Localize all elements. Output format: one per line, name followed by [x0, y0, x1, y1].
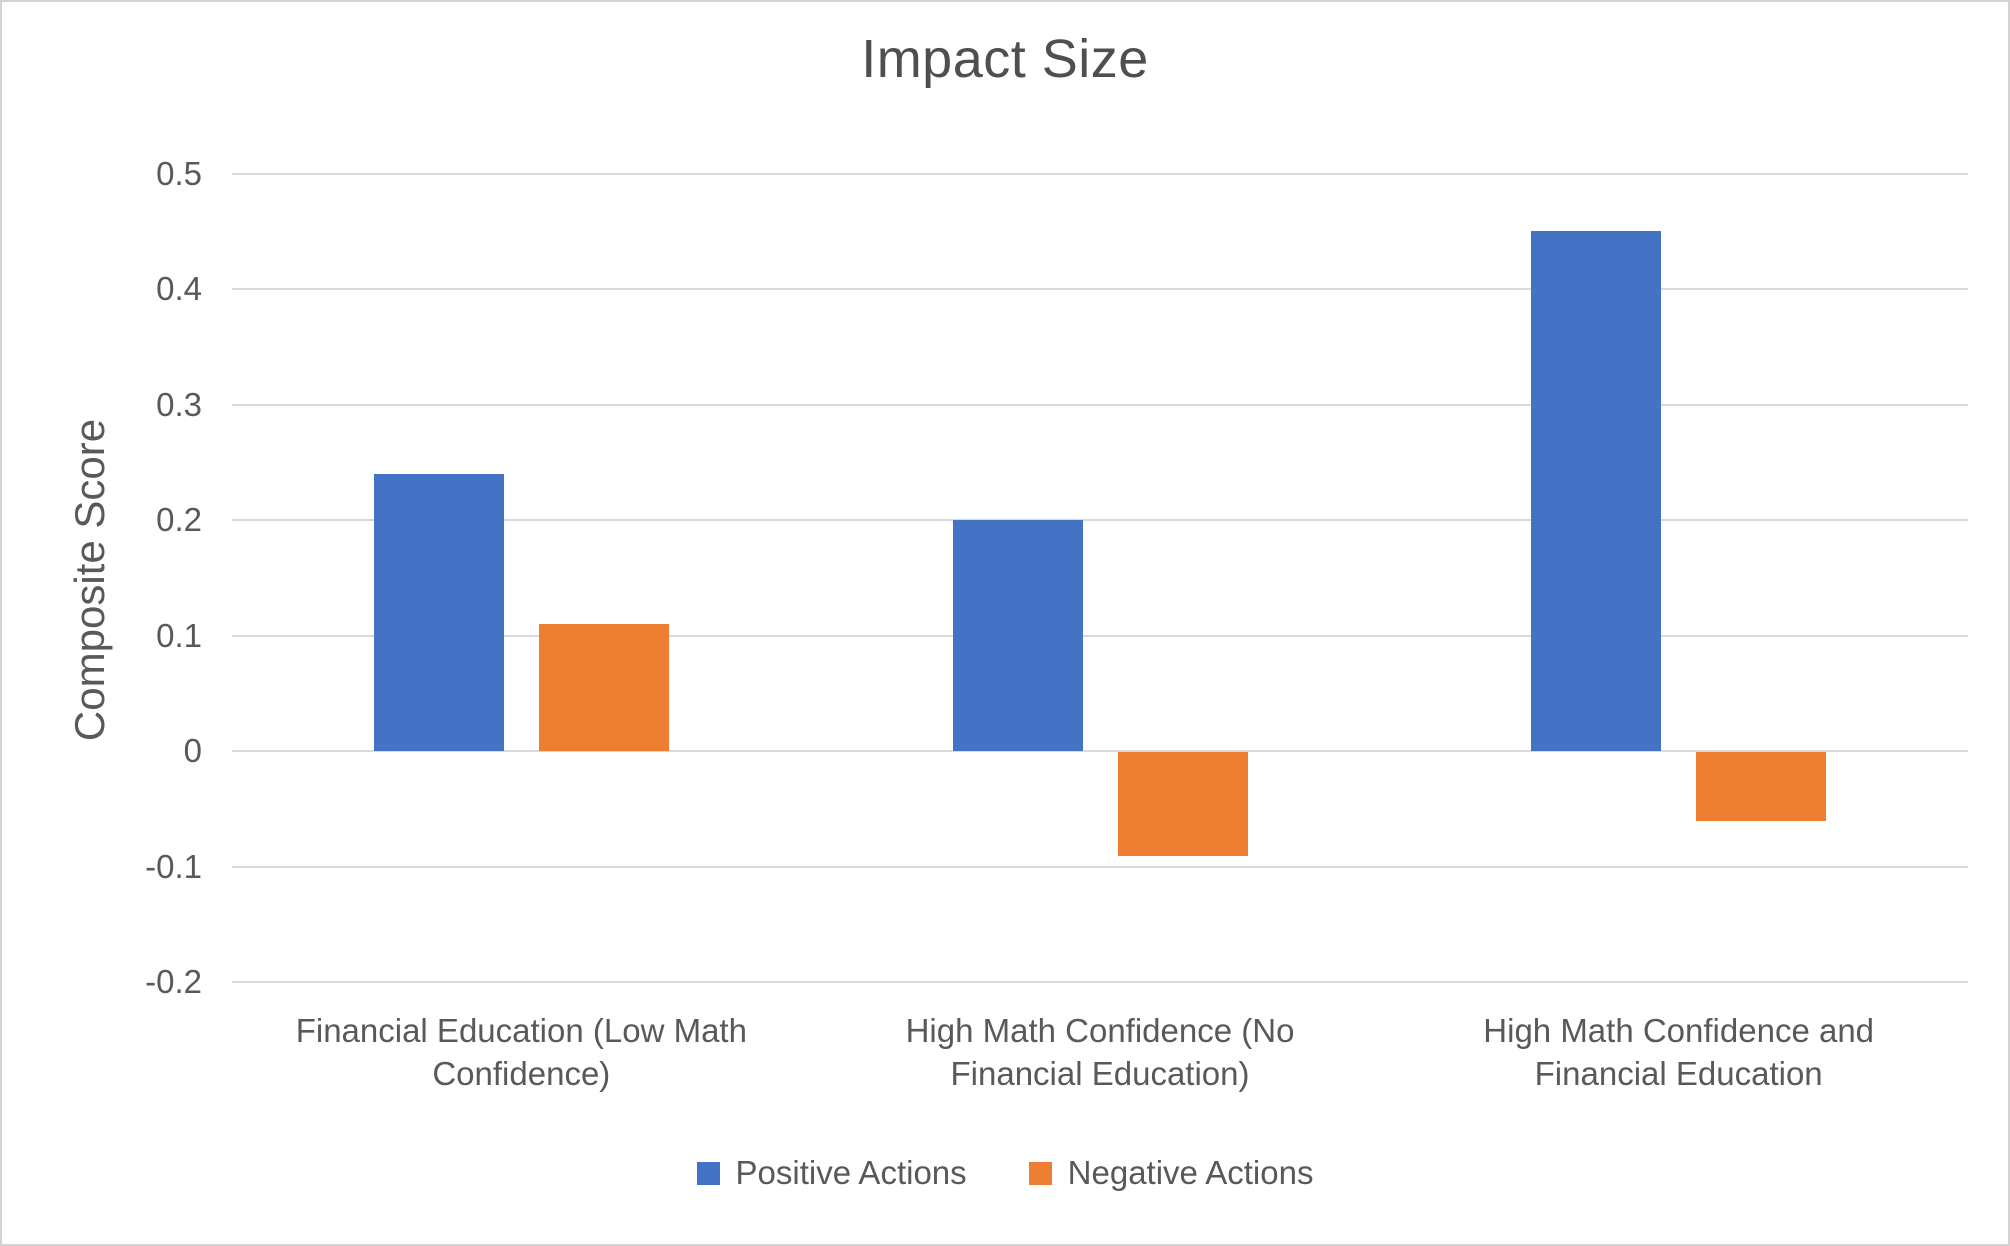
chart-title: Impact Size	[861, 29, 1149, 89]
gridline	[232, 981, 1968, 983]
y-tick-label: 0.2	[156, 501, 202, 538]
y-tick-label: -0.1	[145, 847, 202, 885]
category-label-2: High Math Confidence and Financial Educa…	[1483, 1012, 1875, 1092]
bar-positive-0	[373, 473, 504, 751]
y-axis-title: Composite Score	[66, 418, 113, 742]
category-label-0: Financial Education (Low Math Confidence…	[295, 1012, 747, 1092]
gridline	[232, 403, 1968, 406]
negative-actions-swatch-icon	[1028, 1161, 1052, 1185]
positive-actions-swatch-icon	[696, 1161, 720, 1185]
y-tick-label: 0.4	[156, 270, 202, 307]
gridline	[232, 865, 1968, 868]
y-tick-label: 0.5	[156, 154, 202, 192]
y-tick-label: -0.2	[145, 963, 202, 1000]
bar-positive-1	[952, 520, 1083, 751]
y-tick-label: 0.3	[156, 385, 202, 423]
legend-label-negative: Negative Actions	[1067, 1154, 1314, 1191]
legend: Positive Actions Negative Actions	[2, 1154, 2008, 1192]
bar-negative-2	[1696, 752, 1827, 822]
legend-label-positive: Positive Actions	[735, 1154, 967, 1191]
category-label-1: High Math Confidence (No Financial Educa…	[905, 1012, 1295, 1092]
y-tick-label: 0	[183, 732, 202, 769]
legend-entry-positive: Positive Actions	[696, 1154, 967, 1192]
gridline	[232, 172, 1968, 175]
zero-gridline	[232, 750, 1968, 752]
bar-negative-0	[538, 623, 669, 751]
gridline	[232, 634, 1968, 637]
legend-entry-negative: Negative Actions	[1028, 1154, 1314, 1192]
bar-positive-2	[1531, 231, 1662, 751]
gridline	[232, 288, 1968, 290]
bar-negative-1	[1117, 752, 1248, 856]
y-tick-label: 0.1	[156, 616, 202, 654]
gridline	[232, 519, 1968, 521]
